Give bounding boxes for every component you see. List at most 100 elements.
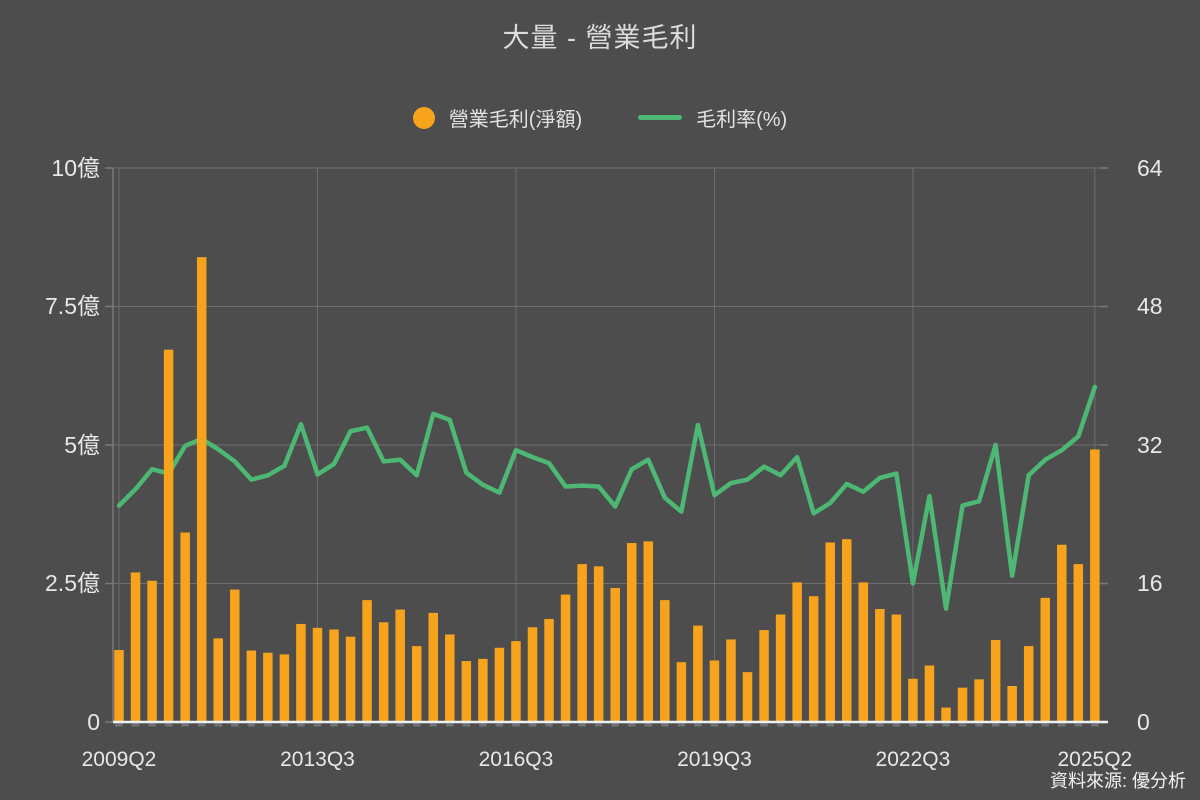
gross-profit-bar[interactable] <box>130 572 141 722</box>
data-source-credit: 資料來源: 優分析 <box>1049 771 1186 791</box>
gross-profit-bar[interactable] <box>395 609 405 722</box>
bar-axis-tick <box>776 723 785 727</box>
gross-profit-bar[interactable] <box>742 672 753 722</box>
gross-profit-bar[interactable] <box>626 543 637 722</box>
gross-profit-bar[interactable] <box>577 564 587 722</box>
bar-axis-tick <box>429 723 438 727</box>
gross-profit-bar[interactable] <box>842 539 852 722</box>
gross-profit-bar[interactable] <box>660 600 670 722</box>
gross-profit-bar[interactable] <box>411 646 422 722</box>
gross-profit-bar[interactable] <box>759 630 769 722</box>
x-axis-tick-2009q2: 2009Q2 <box>81 748 157 771</box>
gross-profit-bar[interactable] <box>461 661 472 722</box>
bar-axis-tick <box>694 723 702 727</box>
left-axis-tick-7p5: 7.5億 <box>45 293 100 319</box>
gross-profit-bar[interactable] <box>726 639 736 722</box>
gross-profit-bar[interactable] <box>378 622 389 722</box>
gross-profit-bar[interactable] <box>1073 564 1084 722</box>
gross-profit-bar[interactable] <box>511 641 521 722</box>
gross-profit-bar[interactable] <box>428 612 439 722</box>
gross-profit-bar[interactable] <box>163 349 174 722</box>
gross-profit-bar[interactable] <box>296 623 306 722</box>
gross-profit-bar[interactable] <box>825 542 835 722</box>
gross-profit-bar[interactable] <box>941 707 951 722</box>
gross-profit-bar[interactable] <box>676 662 687 722</box>
gross-profit-bar[interactable] <box>1023 646 1034 722</box>
gross-profit-bar[interactable] <box>544 618 554 722</box>
gross-profit-bar[interactable] <box>610 587 620 722</box>
gross-profit-bar[interactable] <box>114 649 124 722</box>
gross-profit-bar[interactable] <box>858 582 869 722</box>
gross-profit-bar[interactable] <box>1057 544 1067 722</box>
gross-profit-bar[interactable] <box>792 582 802 722</box>
bar-axis-tick <box>214 723 222 727</box>
gross-profit-bar[interactable] <box>147 580 157 722</box>
bar-series-dot-icon <box>412 106 435 129</box>
gross-profit-bar[interactable] <box>345 636 356 722</box>
gross-profit-bar[interactable] <box>560 594 571 722</box>
gross-profit-bar[interactable] <box>1007 685 1017 722</box>
left-axis-tick-10: 10億 <box>51 155 100 181</box>
bar-axis-tick <box>462 723 471 727</box>
bar-axis-tick <box>793 723 801 727</box>
bar-axis-tick <box>1058 723 1066 727</box>
legend-item-gross-profit[interactable]: 營業毛利(淨額) <box>412 103 582 132</box>
gross-margin-line[interactable] <box>116 384 1098 611</box>
bar-axis-tick <box>826 723 834 727</box>
gross-profit-bar[interactable] <box>957 687 968 722</box>
gross-profit-bar[interactable] <box>527 627 538 722</box>
gross-profit-bar[interactable] <box>808 596 819 722</box>
gross-profit-bar[interactable] <box>1040 597 1050 722</box>
gross-profit-bar[interactable] <box>693 625 703 722</box>
gross-profit-bar[interactable] <box>494 647 505 722</box>
gross-profit-bar[interactable] <box>891 614 902 722</box>
bar-axis-tick <box>809 723 818 727</box>
bar-axis-tick <box>512 723 520 727</box>
gross-profit-bar[interactable] <box>213 638 223 722</box>
gross-profit-bar[interactable] <box>263 652 273 722</box>
right-axis-tick-48: 48 <box>1137 293 1163 319</box>
bar-axis-tick <box>743 723 752 727</box>
gross-profit-bar[interactable] <box>180 532 190 722</box>
bar-axis-tick <box>942 723 950 727</box>
bar-axis-tick <box>131 723 140 727</box>
gross-profit-bar[interactable] <box>246 650 257 722</box>
bar-axis-tick <box>1074 723 1083 727</box>
gross-profit-bar[interactable] <box>362 600 372 722</box>
legend-label: 毛利率(%) <box>696 109 788 131</box>
bar-axis-tick <box>313 723 322 727</box>
gross-profit-bar[interactable] <box>312 627 323 722</box>
bar-axis-tick <box>1041 723 1049 727</box>
bar-axis-tick <box>264 723 272 727</box>
gross-profit-bar[interactable] <box>775 614 786 722</box>
gross-profit-bar[interactable] <box>709 660 720 722</box>
gross-profit-bar[interactable] <box>974 679 984 722</box>
bar-axis-tick <box>958 723 967 727</box>
bar-axis-tick <box>876 723 884 727</box>
gross-profit-bar[interactable] <box>279 654 290 722</box>
legend-item-margin[interactable]: 毛利率(%) <box>638 103 787 132</box>
bar-axis-tick <box>892 723 901 727</box>
gross-profit-bar[interactable] <box>196 257 207 722</box>
gross-profit-bar[interactable] <box>924 665 935 722</box>
bar-axis-tick <box>346 723 355 727</box>
bar-axis-tick <box>479 723 487 727</box>
gross-profit-bar[interactable] <box>875 608 885 722</box>
bar-axis-tick <box>545 723 553 727</box>
bar-axis-tick <box>644 723 653 727</box>
bar-axis-tick <box>594 723 603 727</box>
gross-profit-bar[interactable] <box>908 678 918 722</box>
gross-profit-bar[interactable] <box>230 589 240 722</box>
gross-profit-bar[interactable] <box>329 629 339 722</box>
bar-axis-tick <box>148 723 156 727</box>
gross-profit-bar[interactable] <box>593 566 604 722</box>
gross-profit-bar[interactable] <box>445 634 455 722</box>
bar-axis-tick <box>1024 723 1033 727</box>
bar-axis-tick <box>1008 723 1016 727</box>
bar-axis-tick <box>412 723 421 727</box>
gross-profit-bar[interactable] <box>1090 449 1100 722</box>
gross-profit-bar[interactable] <box>990 640 1001 722</box>
gross-profit-bar[interactable] <box>478 658 488 722</box>
gross-profit-bar[interactable] <box>643 541 654 722</box>
bar-axis-tick <box>859 723 868 727</box>
